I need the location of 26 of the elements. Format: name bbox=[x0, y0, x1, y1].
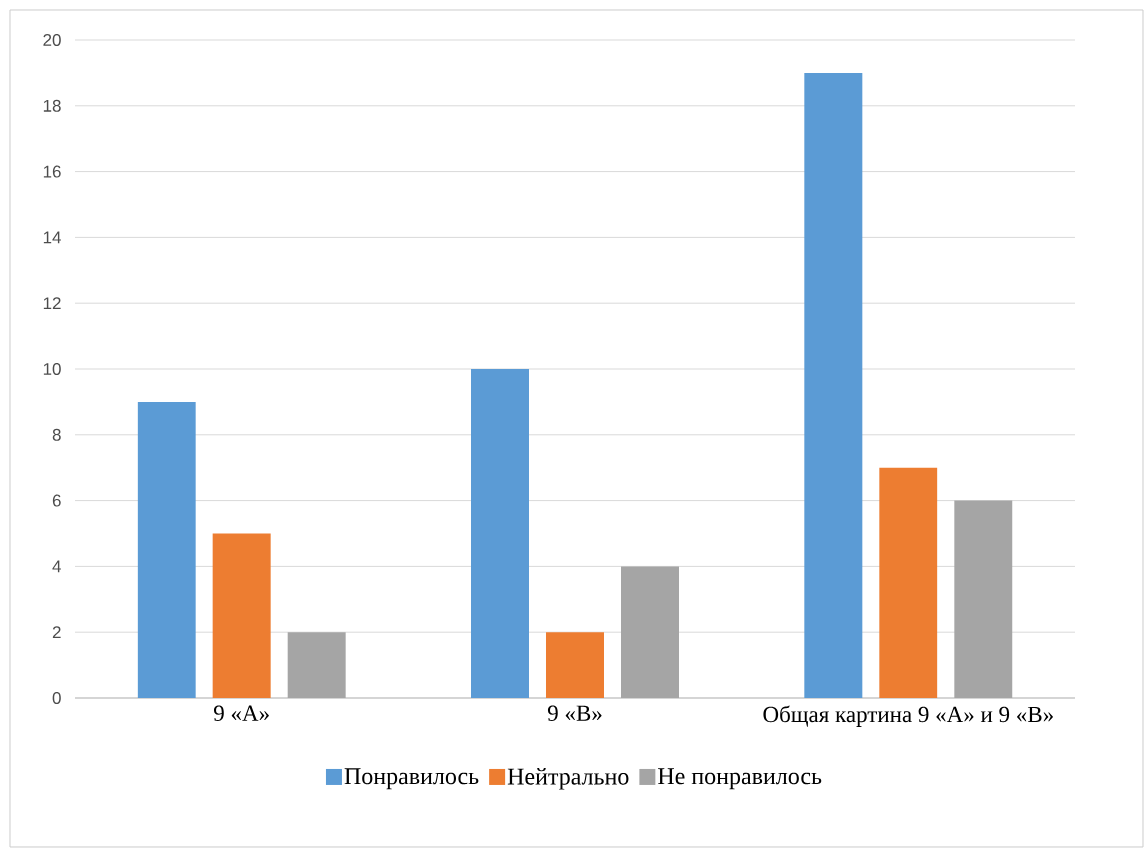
bar bbox=[621, 566, 679, 698]
bar bbox=[804, 72, 863, 698]
bar bbox=[212, 533, 271, 698]
y-tick-label: 8 bbox=[52, 428, 61, 441]
bar bbox=[954, 500, 1013, 698]
bar bbox=[471, 368, 529, 698]
bar bbox=[137, 401, 196, 698]
bar bbox=[879, 467, 938, 698]
legend-label: Понравилось bbox=[344, 768, 479, 790]
y-tick-label: 0 bbox=[52, 691, 61, 705]
x-tick-label: 9 «А» bbox=[213, 705, 269, 721]
bar bbox=[546, 632, 604, 698]
y-tick-label: 4 bbox=[52, 560, 61, 573]
x-tick-label: 9 «В» bbox=[547, 705, 602, 721]
y-tick-label: 14 bbox=[43, 231, 61, 244]
y-tick-label: 2 bbox=[52, 626, 61, 639]
y-tick-label: 6 bbox=[52, 494, 61, 507]
legend-label: Не понравилось bbox=[658, 768, 822, 790]
y-tick-label: 18 bbox=[43, 99, 61, 112]
y-tick-label: 16 bbox=[43, 165, 61, 178]
y-tick-label: 20 bbox=[43, 33, 61, 47]
x-tick-label: Общая картина 9 «А» и 9 «В» bbox=[763, 705, 1053, 727]
y-tick-label: 12 bbox=[43, 297, 61, 310]
y-tick-label: 10 bbox=[43, 362, 61, 376]
bar bbox=[287, 632, 346, 698]
legend-label: Нейтрально bbox=[507, 768, 629, 790]
